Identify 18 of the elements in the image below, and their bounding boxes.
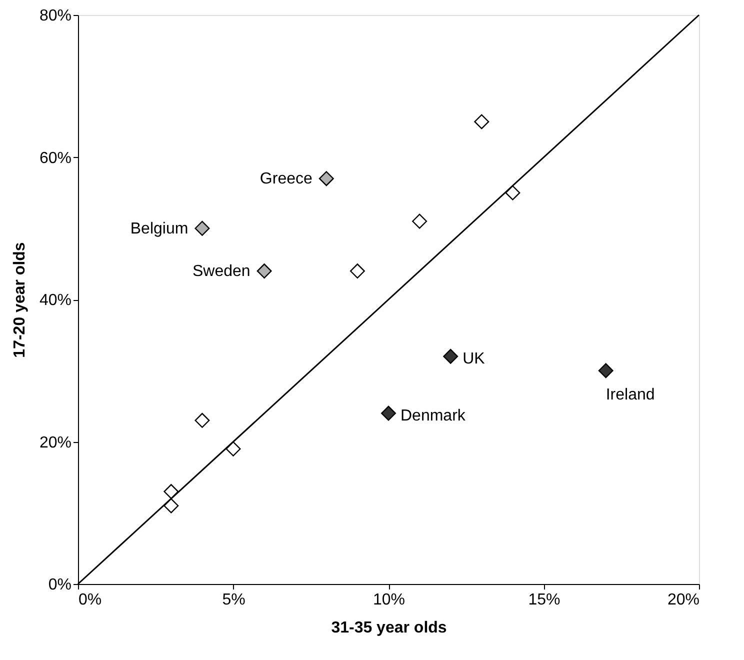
x-tick-label: 5% xyxy=(222,592,246,608)
x-tick-label: 10% xyxy=(372,592,406,608)
y-tick-label: 60% xyxy=(39,150,72,167)
annotation: Sweden xyxy=(192,263,250,280)
annotation: Belgium xyxy=(130,220,188,238)
annotation: Ireland xyxy=(606,386,655,404)
x-tick-label: 0% xyxy=(78,592,102,608)
x-tick-label: 20% xyxy=(667,592,700,608)
annotation: Denmark xyxy=(400,407,466,424)
y-tick-label: 20% xyxy=(39,434,72,452)
annotation: Greece xyxy=(260,170,312,188)
y-tick-label: 0% xyxy=(48,576,72,594)
annotation: UK xyxy=(462,350,486,368)
x-tick-label: 15% xyxy=(528,592,560,608)
x-axis-title: 31-35 year olds xyxy=(331,620,447,636)
y-axis-title: 17-20 year olds xyxy=(11,242,28,358)
y-tick-label: 80% xyxy=(39,8,72,24)
y-tick-label: 40% xyxy=(39,292,72,309)
